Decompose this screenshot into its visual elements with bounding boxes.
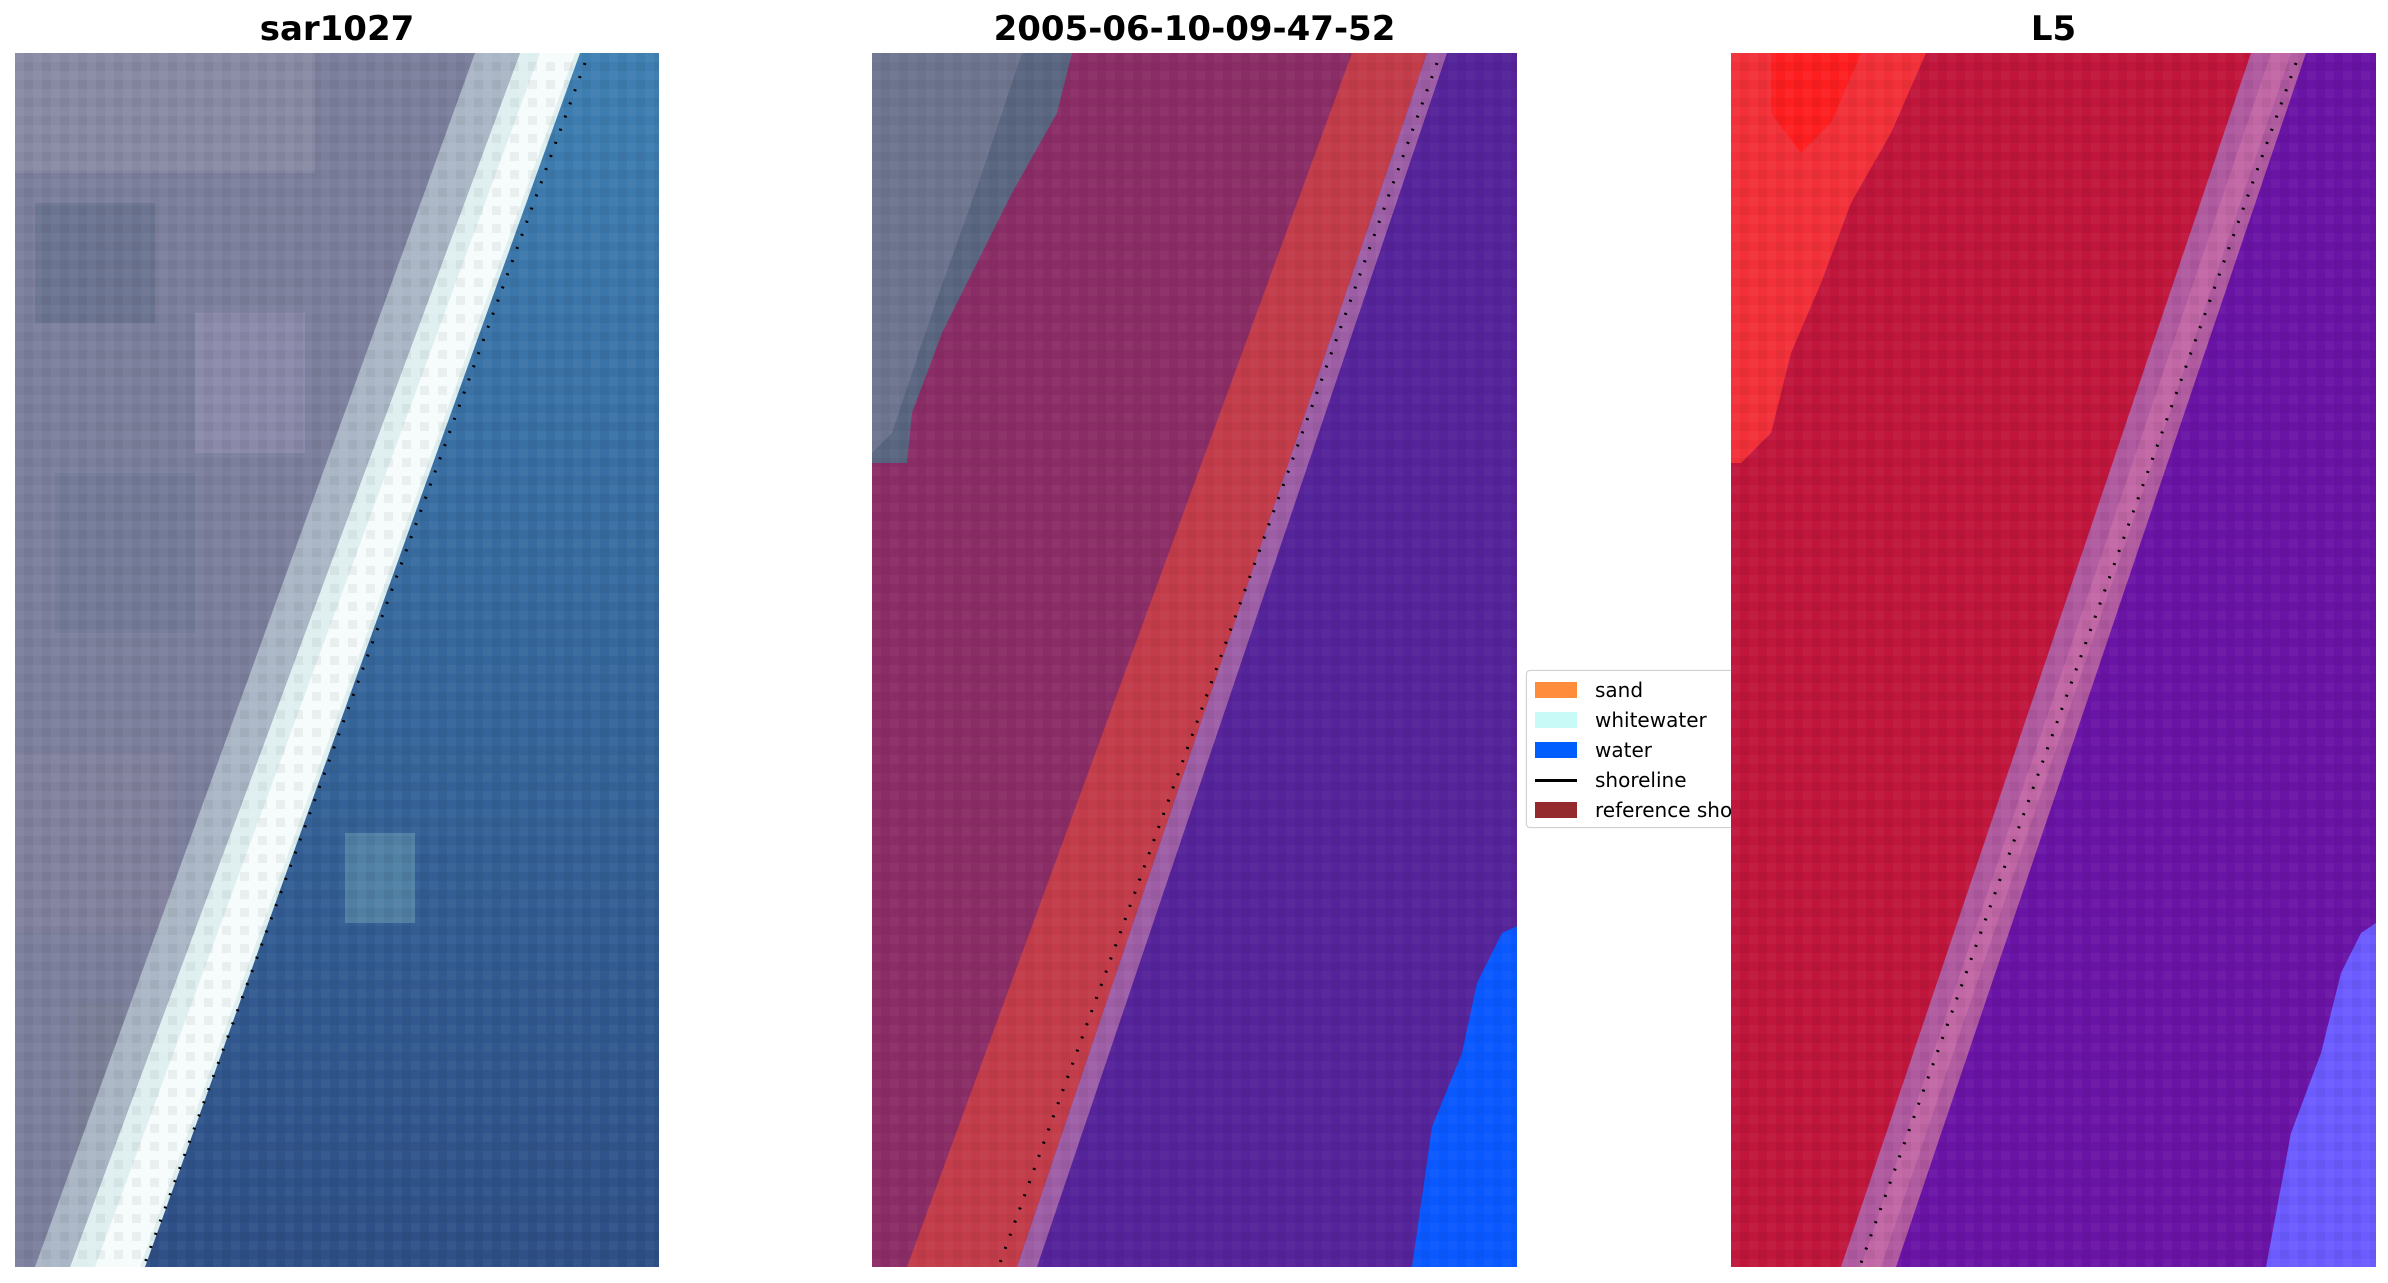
- sand-swatch: [1535, 682, 1577, 698]
- legend: sand whitewater water shoreline referenc…: [1526, 670, 1738, 828]
- legend-label: reference shoreline: [1595, 798, 1738, 822]
- water-swatch: [1535, 742, 1577, 758]
- legend-label: whitewater: [1595, 708, 1707, 732]
- satellite-rgb-image: [15, 53, 659, 1267]
- water-index-image: [1731, 53, 2376, 1267]
- legend-item-reference-shoreline: reference shoreline: [1535, 797, 1738, 823]
- legend-item-water: water: [1535, 737, 1652, 763]
- classified-image: [872, 53, 1517, 1267]
- shoreline-line-swatch: [1535, 772, 1577, 788]
- legend-item-whitewater: whitewater: [1535, 707, 1707, 733]
- panel-title-sensor: L5: [2030, 9, 2077, 49]
- legend-item-shoreline: shoreline: [1535, 767, 1687, 793]
- panel-title-date: 2005-06-10-09-47-52: [993, 9, 1396, 49]
- panel-title-image-id: sar1027: [259, 9, 415, 49]
- reference-shoreline-swatch: [1535, 802, 1577, 818]
- legend-label: shoreline: [1595, 768, 1687, 792]
- whitewater-swatch: [1535, 712, 1577, 728]
- legend-label: water: [1595, 738, 1652, 762]
- legend-item-sand: sand: [1535, 677, 1643, 703]
- legend-label: sand: [1595, 678, 1644, 702]
